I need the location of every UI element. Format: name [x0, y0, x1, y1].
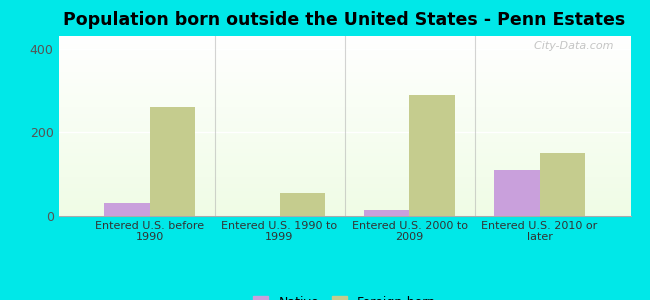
- Title: Population born outside the United States - Penn Estates: Population born outside the United State…: [64, 11, 625, 29]
- Bar: [364, 210, 410, 216]
- Bar: [494, 170, 540, 216]
- Legend: Native, Foreign-born: Native, Foreign-born: [248, 291, 441, 300]
- Bar: [540, 153, 585, 216]
- Bar: [410, 94, 455, 216]
- Bar: [280, 193, 325, 216]
- Text: City-Data.com: City-Data.com: [527, 41, 614, 51]
- Bar: [150, 107, 195, 216]
- Bar: [104, 203, 150, 216]
